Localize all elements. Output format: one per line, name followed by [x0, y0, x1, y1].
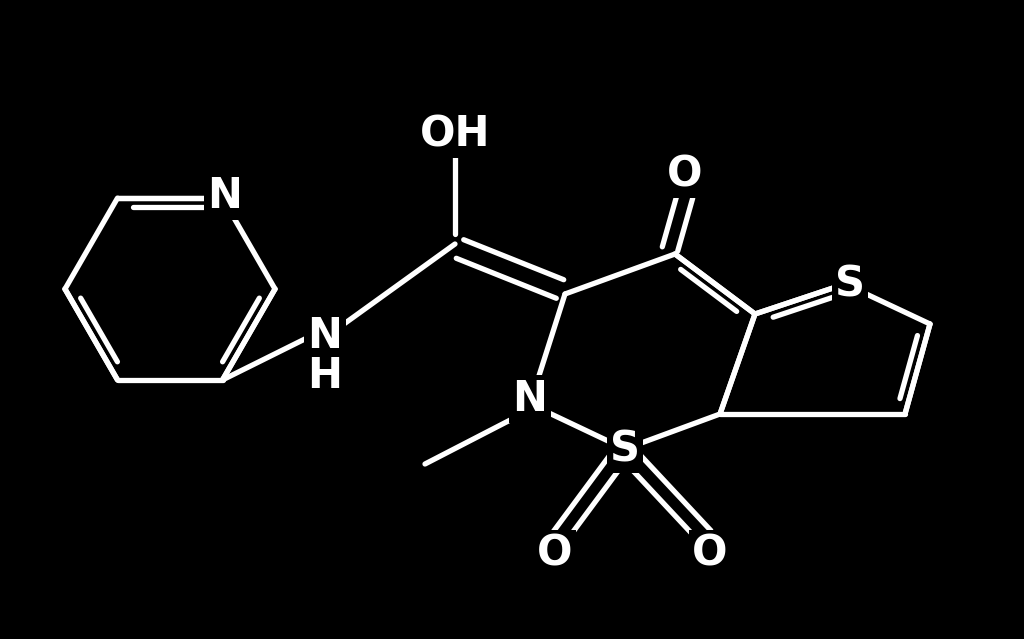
Text: S: S	[835, 263, 865, 305]
Text: S: S	[610, 428, 640, 470]
Text: O: O	[668, 153, 702, 195]
Text: O: O	[692, 533, 728, 575]
Text: N: N	[513, 378, 548, 420]
Text: N: N	[307, 315, 342, 357]
Text: N: N	[207, 175, 242, 217]
Text: H: H	[307, 355, 342, 397]
Text: O: O	[538, 533, 572, 575]
Text: OH: OH	[420, 113, 490, 155]
